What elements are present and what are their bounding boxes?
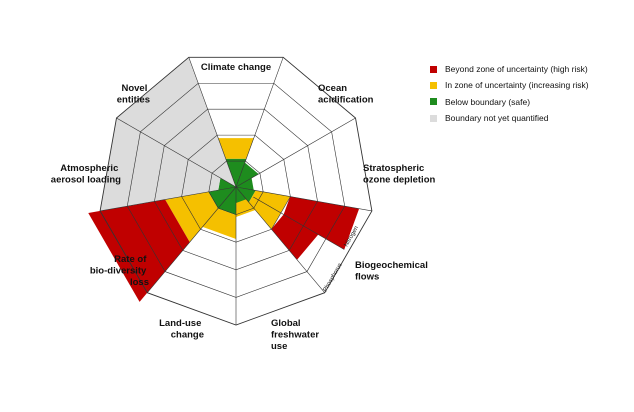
label-climate-change: Climate change (201, 62, 271, 73)
legend-swatch (430, 65, 437, 73)
segment-climate-safe (225, 158, 247, 187)
segment-freshwater-safe (236, 187, 247, 203)
legend-label: Below boundary (safe) (445, 96, 531, 107)
grid-ring (181, 134, 291, 243)
segment-phosphorus-high-risk (271, 214, 319, 260)
grid-ring (208, 160, 264, 215)
label-freshwater-use: Global freshwater use (271, 318, 322, 352)
boundary-segments (88, 57, 360, 302)
grid-spoke (147, 186, 237, 293)
label-biodiversity-loss: Rate of bio-diversity loss (90, 254, 149, 288)
segment-biodiversity-increasing (165, 191, 218, 243)
legend: Beyond zone of uncertainty (high risk) In… (430, 61, 630, 126)
grid-spoke (235, 57, 284, 188)
segment-aerosol-safe (218, 178, 236, 191)
legend-item: Below boundary (safe) (430, 94, 630, 110)
legend-swatch (430, 114, 437, 122)
label-phosphorus: Phosphorus (323, 262, 344, 293)
legend-item: In zone of uncertainty (increasing risk) (430, 77, 630, 93)
label-biogeochemical-flows: Biogeochemical flows (355, 260, 431, 283)
grid-ring (126, 82, 346, 298)
label-aerosol-loading: Atmospheric aerosol loading (51, 163, 121, 186)
label-novel-entities: Novel entities (117, 83, 150, 106)
segment-aerosol-not-quantified (100, 118, 221, 211)
grid-spoke (188, 57, 237, 188)
grid-ring (99, 56, 373, 326)
grid-spoke (235, 117, 356, 188)
radar-grid (99, 56, 373, 326)
grid-ring (154, 108, 318, 271)
legend-swatch (430, 81, 437, 89)
segment-nitrogen-high-risk (283, 196, 360, 250)
label-ocean-acidification: Ocean acidification (318, 83, 374, 106)
segment-landuse-increasing (202, 208, 236, 239)
legend-swatch (430, 98, 437, 106)
segment-ocean-safe (236, 162, 259, 187)
grid-spoke (100, 186, 237, 212)
legend-label: Boundary not yet quantified (445, 113, 549, 124)
segment-landuse-safe (218, 187, 236, 215)
segment-ozone-safe (236, 178, 254, 191)
legend-item: Boundary not yet quantified (430, 110, 630, 126)
grid-spoke (116, 117, 237, 188)
legend-label: Beyond zone of uncertainty (high risk) (445, 64, 588, 75)
grid-spoke (235, 186, 325, 293)
legend-item: Beyond zone of uncertainty (high risk) (430, 61, 630, 77)
legend-label: In zone of uncertainty (increasing risk) (445, 80, 589, 91)
label-land-use-change: Land-use change (159, 318, 204, 341)
segment-novel-not-quantified (116, 57, 236, 187)
segment-biogeo-safe (236, 187, 256, 203)
segment-biodiversity-high-risk (88, 199, 190, 302)
nitrogen-phosphorus-divider (253, 196, 345, 250)
label-ozone-depletion: Stratospheric ozone depletion (363, 163, 436, 186)
segment-climate-increasing (218, 138, 254, 159)
grid-spoke (235, 186, 372, 212)
